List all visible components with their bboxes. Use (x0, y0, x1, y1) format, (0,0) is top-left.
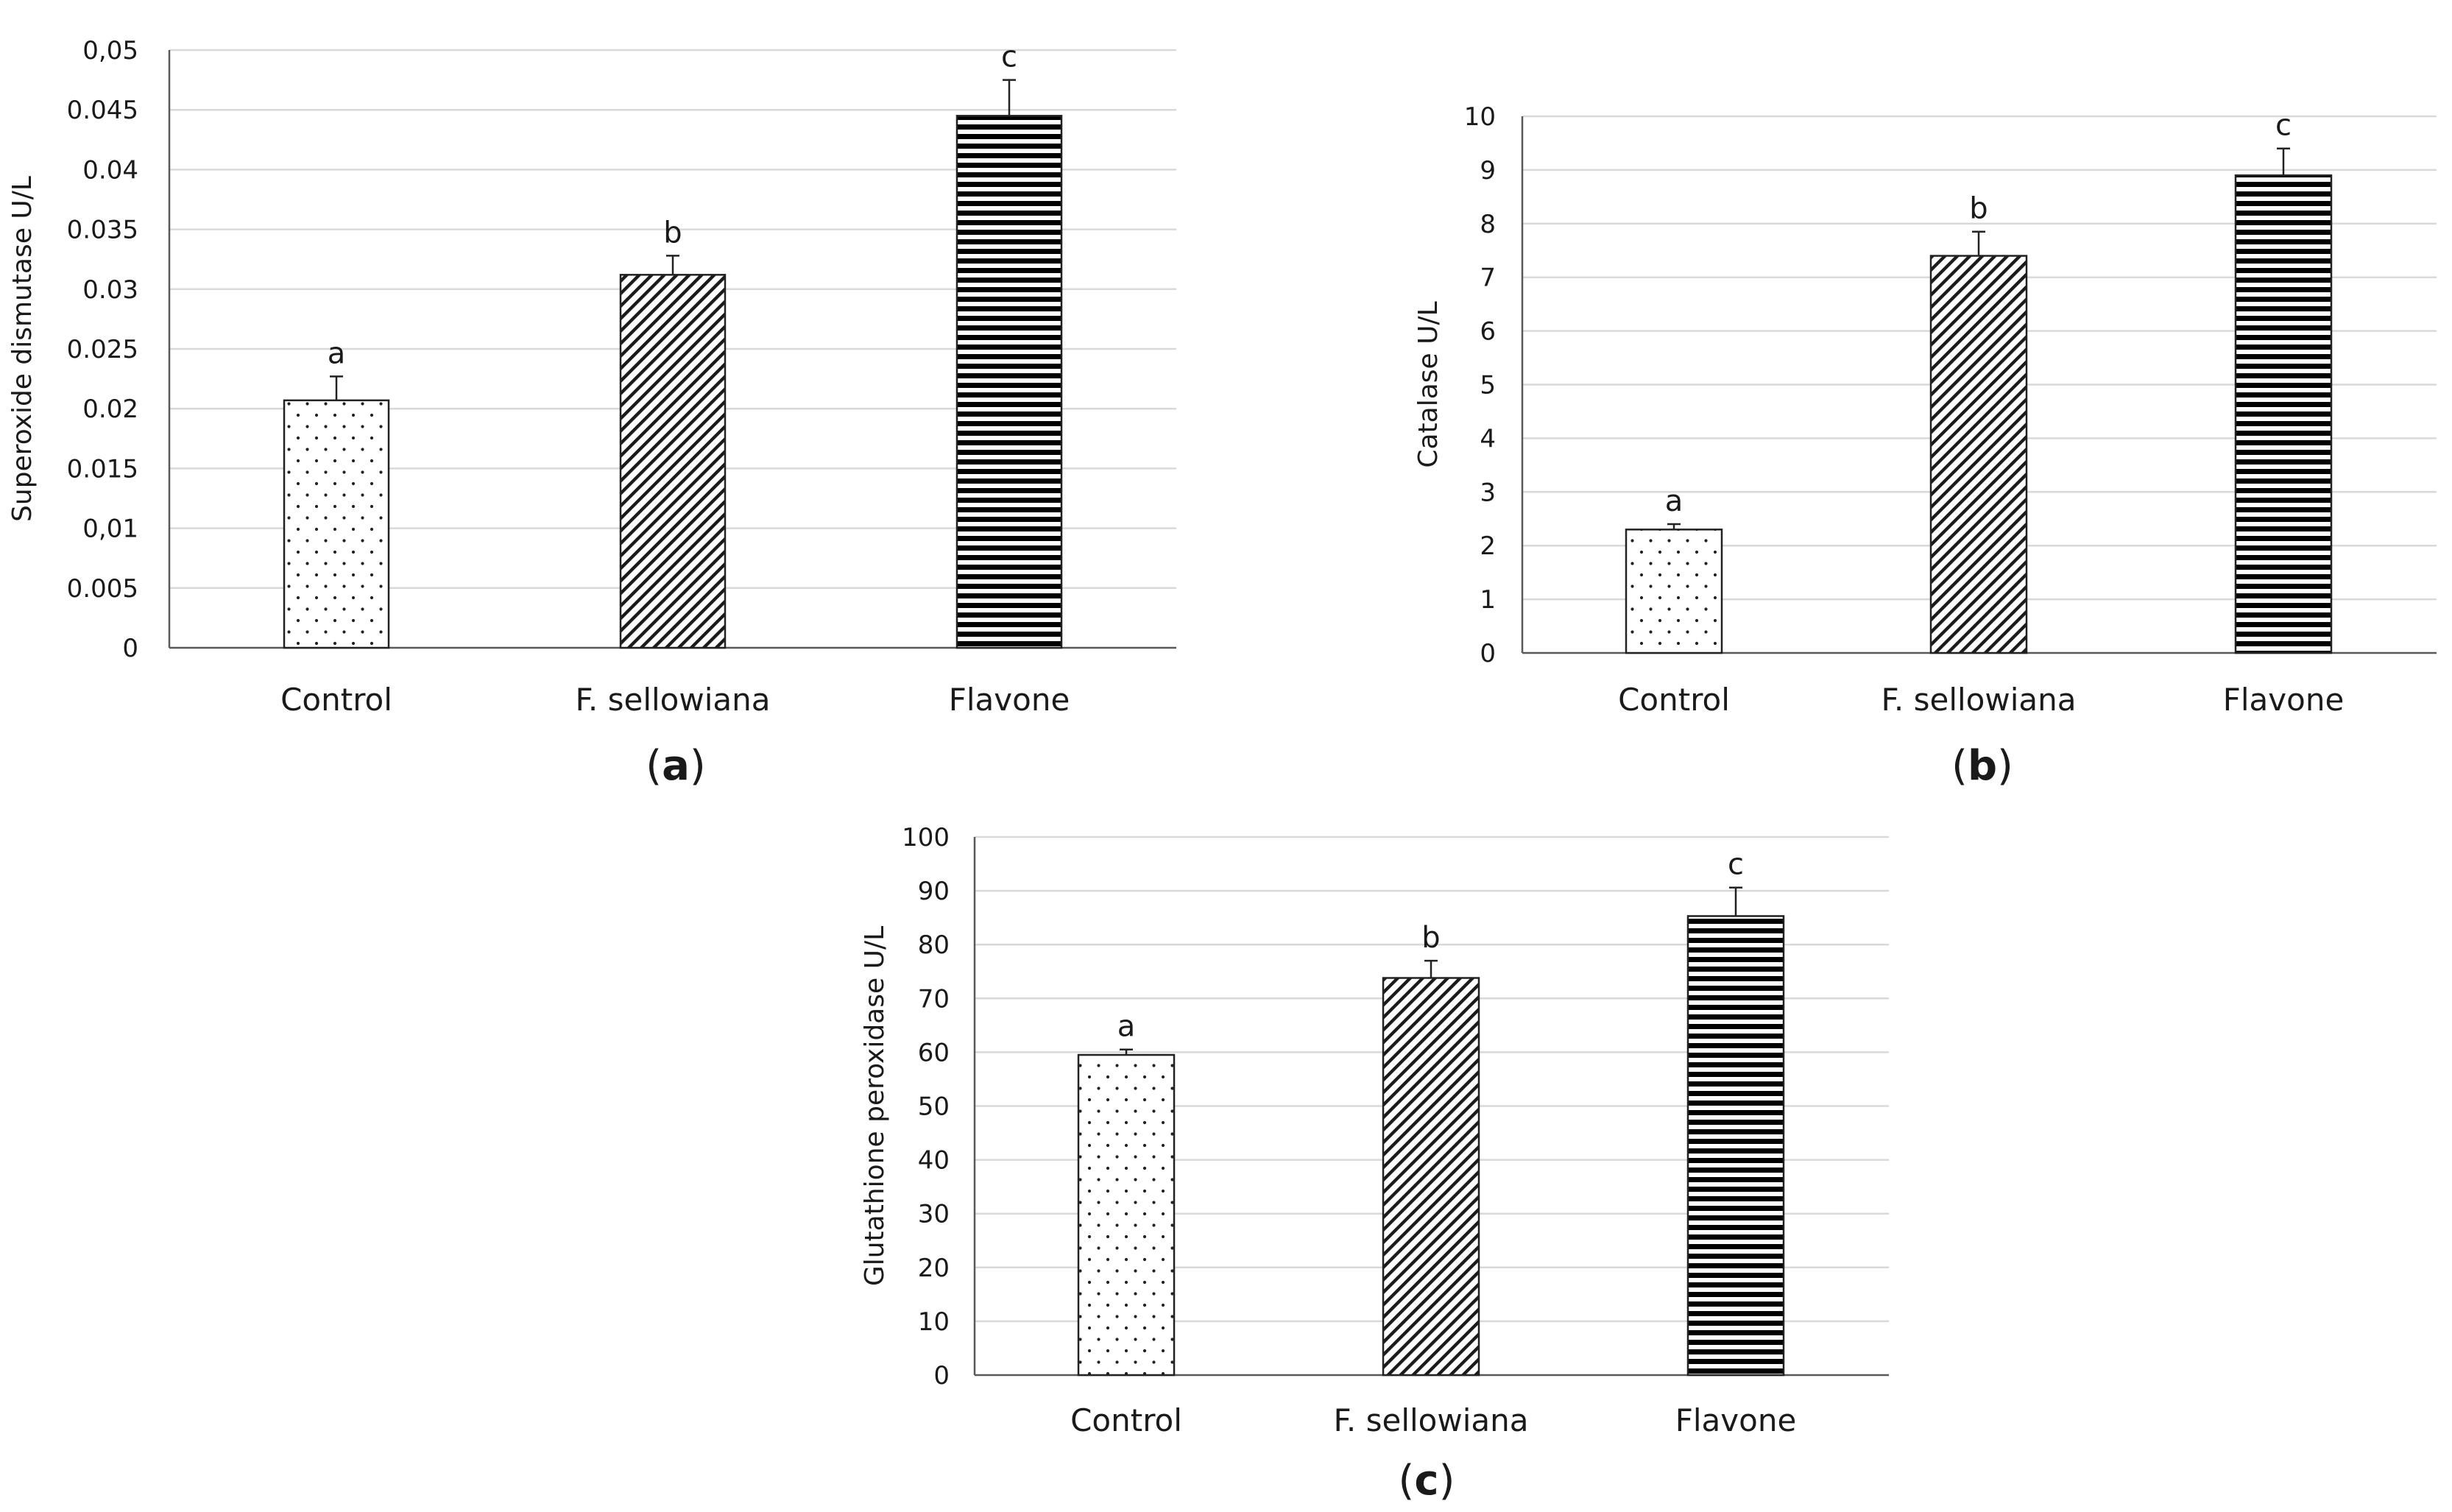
panel-b-ytick-label: 8 (1480, 210, 1496, 239)
panel-c-significance-letter: c (1728, 848, 1744, 882)
panel-c-bar (1686, 915, 1785, 1377)
panel-b-category-label: Flavone (2223, 682, 2345, 718)
panel-b-significance-letter: b (1969, 192, 1988, 226)
panel-a-category-label: Control (280, 682, 392, 718)
panel-a-bar (619, 274, 727, 649)
panel-b-chart: 0 1 2 3 4 5 6 7 8 9 10 Catalase U/L a Control b F. sell… (1413, 102, 2437, 718)
panel-c-significance-letter: b (1421, 921, 1440, 955)
panel-a-ytick-label: 0.03 (82, 275, 138, 305)
panel-b-bar (2234, 174, 2333, 654)
panel-a-caption: (a) (646, 742, 706, 790)
panel-c-bar (1077, 1053, 1176, 1377)
panel-b-category-label: F. sellowiana (1882, 682, 2077, 718)
panel-a-ytick-label: 0.035 (67, 216, 138, 245)
panel-a-ytick-label: 0.04 (82, 155, 138, 185)
panel-a-category-label: F. sellowiana (576, 682, 771, 718)
panel-b-bar (1625, 529, 1723, 654)
panel-a-y-axis-label: Superoxide dismutase U/L (7, 176, 38, 522)
panel-a-letter: a (662, 742, 690, 790)
panel-c-ytick-label: 30 (918, 1200, 950, 1229)
panel-a-bar (955, 115, 1063, 649)
panel-c-chart: 0 10 20 30 40 50 60 70 80 90 100 Glutathione peroxi… (860, 823, 1889, 1438)
panel-c-ytick-label: 40 (918, 1146, 950, 1176)
panel-b-ytick-label: 0 (1480, 639, 1496, 668)
panel-b-ytick-label: 5 (1480, 371, 1496, 400)
panel-c-ytick-label: 80 (918, 930, 950, 960)
panel-c-letter: c (1414, 1457, 1438, 1505)
panel-b-letter: b (1968, 742, 1997, 790)
panel-a-bar (283, 399, 390, 649)
panel-a-significance-letter: c (1001, 40, 1017, 74)
panel-c-ytick-label: 50 (918, 1092, 950, 1122)
panel-a-ytick-label: 0.045 (67, 96, 138, 125)
panel-a-ytick-label: 0.005 (67, 574, 138, 604)
panel-b-ytick-label: 6 (1480, 317, 1496, 347)
panel-c-category-label: Control (1070, 1402, 1182, 1438)
panel-c-significance-letter: a (1117, 1010, 1136, 1044)
panel-c-y-axis-label: Glutathione peroxidase U/L (860, 926, 890, 1286)
panel-a-ytick-label: 0.02 (82, 395, 138, 424)
panel-a-ytick-label: 0.025 (67, 335, 138, 364)
panel-b-ytick-label: 7 (1480, 264, 1496, 293)
panel-a-significance-letter: b (663, 216, 682, 250)
panel-a-ytick-label: 0,05 (82, 36, 138, 66)
panel-a-ytick-label: 0.015 (67, 454, 138, 484)
panel-b-ytick-label: 1 (1480, 585, 1496, 615)
panel-b-ytick-label: 9 (1480, 156, 1496, 186)
panel-b-caption: (b) (1951, 742, 2013, 790)
panel-c-ytick-label: 90 (918, 877, 950, 906)
panel-b-ytick-label: 4 (1480, 424, 1496, 453)
panel-b-significance-letter: c (2275, 109, 2292, 143)
panel-a-significance-letter: a (328, 336, 346, 370)
panel-a-ytick-label: 0,01 (82, 515, 138, 544)
panel-b-bar (1929, 255, 2028, 654)
panel-c-ytick-label: 20 (918, 1254, 950, 1283)
panel-b-ytick-label: 2 (1480, 531, 1496, 561)
panel-b-ytick-label: 10 (1464, 102, 1496, 132)
panel-b-y-axis-label: Catalase U/L (1413, 301, 1444, 467)
panel-a-category-label: Flavone (949, 682, 1070, 718)
panel-a-ytick-label: 0 (122, 634, 138, 663)
panel-c-category-label: F. sellowiana (1334, 1402, 1529, 1438)
panel-b-category-label: Control (1618, 682, 1730, 718)
panel-b-ytick-label: 3 (1480, 478, 1496, 507)
panel-c-caption: (c) (1399, 1457, 1455, 1505)
panel-c-category-label: Flavone (1675, 1402, 1797, 1438)
panel-c-ytick-label: 10 (918, 1307, 950, 1337)
panel-c-ytick-label: 100 (902, 823, 950, 852)
panel-c-ytick-label: 70 (918, 984, 950, 1014)
panel-a-chart: 0 0.005 0,01 0.015 0.02 0.025 0.03 0.035 0.04 0.0… (7, 36, 1176, 718)
panel-c-ytick-label: 60 (918, 1038, 950, 1067)
panel-b-significance-letter: a (1665, 484, 1683, 518)
panel-c-ytick-label: 0 (933, 1361, 950, 1391)
panel-c-bar (1382, 977, 1480, 1377)
